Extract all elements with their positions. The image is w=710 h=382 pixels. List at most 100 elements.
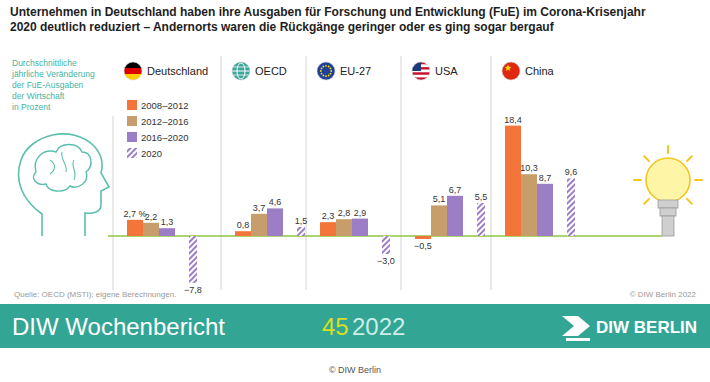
- bar: [127, 220, 143, 236]
- data-label: −0,5: [414, 241, 432, 251]
- data-label: 1,3: [161, 217, 174, 227]
- flag-star: [325, 75, 327, 77]
- bar: [567, 178, 575, 236]
- flag-outline: [412, 62, 430, 80]
- y-axis-label-line: in Prozent: [12, 102, 51, 112]
- data-label: 5,5: [475, 192, 488, 202]
- flag-star: [328, 66, 330, 68]
- flag-outline: [232, 62, 250, 80]
- brain-head-icon: [19, 134, 109, 236]
- y-axis-label-line: Durchschnittliche: [12, 58, 77, 68]
- data-label: 2,7 %: [123, 209, 146, 219]
- flag-star: [323, 75, 325, 77]
- chart-root: Unternehmen in Deutschland haben ihre Au…: [0, 0, 710, 382]
- flag-icon: [412, 62, 430, 80]
- data-label: 18,4: [504, 115, 522, 125]
- bar: [251, 214, 267, 236]
- y-axis-label-line: der FuE-Ausgaben: [12, 80, 84, 90]
- data-label: 2,8: [338, 208, 351, 218]
- bar: [189, 236, 197, 283]
- bar: [447, 196, 463, 236]
- bulb-ray-icon: [644, 199, 649, 204]
- data-label: 1,5: [295, 216, 308, 226]
- flag-star: [321, 73, 323, 75]
- flag-star: [323, 66, 325, 68]
- flag-icon: [502, 62, 520, 80]
- bar: [521, 174, 537, 236]
- flag-star: [330, 73, 332, 75]
- logo-icon: [566, 338, 590, 341]
- credit: © DIW Berlin 2022: [630, 290, 697, 299]
- bar: [431, 205, 447, 236]
- panel-separator: [401, 56, 402, 290]
- data-label: 2,9: [354, 208, 367, 218]
- data-label: 5,1: [433, 194, 446, 204]
- bar: [477, 203, 485, 236]
- legend-label: 2016–2020: [141, 132, 189, 143]
- data-labels: 2,7 %0,82,3−0,518,42,23,72,85,110,31,34,…: [123, 115, 577, 295]
- data-label: 8,7: [539, 173, 552, 183]
- bar: [159, 228, 175, 236]
- bulb-base-icon: [658, 200, 678, 208]
- bulb-ray-icon: [695, 179, 702, 181]
- data-label: 2,2: [145, 212, 158, 222]
- bar: [352, 219, 368, 236]
- legend-label: 2020: [141, 148, 162, 159]
- bulb-ray-icon: [687, 199, 692, 204]
- flag-field: [502, 62, 520, 80]
- panel-separator: [306, 56, 307, 290]
- legend-swatch: [127, 132, 137, 142]
- category-label: OECD: [255, 65, 287, 77]
- flag-icon: [124, 62, 142, 80]
- data-label: −7,8: [184, 285, 202, 295]
- logo-icon: [562, 316, 590, 336]
- data-label: 9,6: [565, 167, 578, 177]
- banner-publication: DIW Wochenbericht: [12, 313, 225, 340]
- brain-icon: [34, 145, 91, 192]
- source: Quelle: OECD (MSTI); eigene Berechnungen…: [14, 290, 176, 299]
- bulb-base-icon: [662, 216, 674, 236]
- flag-stripe: [124, 68, 142, 74]
- bar: [320, 222, 336, 236]
- flag-outline: [317, 62, 335, 80]
- bar: [143, 223, 159, 236]
- data-label: 4,6: [269, 197, 282, 207]
- flag-icon: [317, 62, 335, 80]
- legend-label: 2012–2016: [141, 116, 189, 127]
- category-label: Deutschland: [147, 65, 208, 77]
- flag-star: [325, 65, 327, 67]
- title-line: 2020 deutlich reduziert – Andernorts war…: [10, 20, 555, 34]
- flag-field: [232, 62, 250, 80]
- flag-field: [317, 62, 335, 80]
- y-axis-label: Durchschnittlichejährliche Veränderungde…: [11, 58, 95, 112]
- data-label: 3,7: [253, 203, 266, 213]
- bulb-ray-icon: [687, 156, 692, 161]
- bulb-ray-icon: [644, 156, 649, 161]
- bar: [336, 219, 352, 236]
- bar: [505, 126, 521, 236]
- value-axis-line: [113, 116, 114, 290]
- legend-swatch: [127, 100, 137, 110]
- category-label: USA: [435, 65, 458, 77]
- y-axis-label-line: jährliche Veränderung: [11, 69, 95, 79]
- y-axis-label-line: der Wirtschaft: [12, 91, 65, 101]
- bar: [297, 227, 305, 236]
- category-label: EU-27: [340, 65, 371, 77]
- flag-star: [320, 70, 322, 72]
- data-label: 10,3: [520, 163, 538, 173]
- footer: © DIW Berlin: [329, 365, 381, 375]
- flag-outline: [502, 62, 520, 80]
- bulb-ray-icon: [634, 179, 641, 181]
- flag-star: [328, 75, 330, 77]
- bars: [127, 126, 575, 283]
- bulb-base-icon: [660, 208, 676, 216]
- category-label: China: [525, 65, 555, 77]
- title: Unternehmen in Deutschland haben ihre Au…: [10, 5, 646, 34]
- bulb-ray-icon: [667, 146, 669, 153]
- legend-swatch: [127, 116, 137, 126]
- bar: [267, 208, 283, 236]
- globe-line: [232, 71, 250, 72]
- data-label: 6,7: [449, 185, 462, 195]
- globe-line: [232, 67, 250, 68]
- banner-logo: DIW BERLIN: [596, 318, 697, 337]
